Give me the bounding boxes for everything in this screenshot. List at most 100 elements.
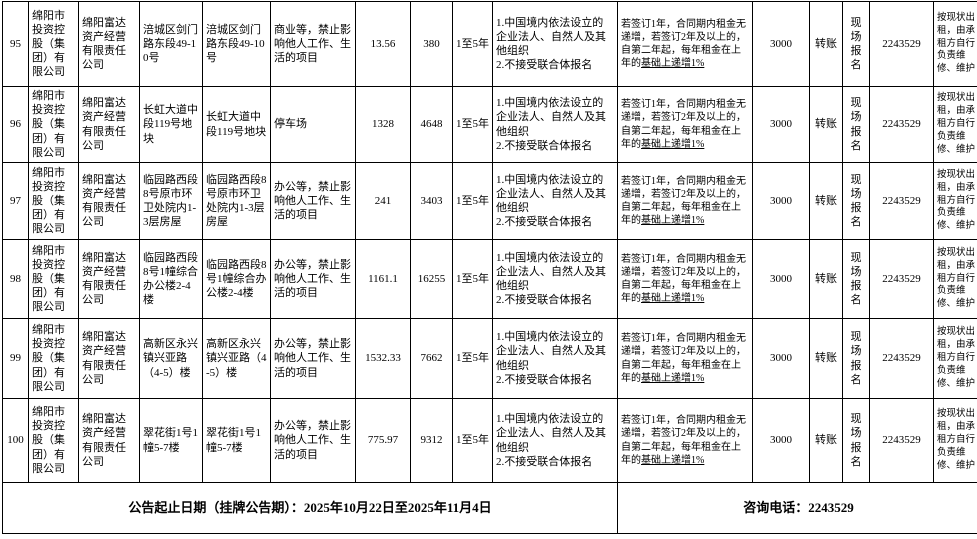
cell-increment: 若签订1年，合同期内租金无递增，若签订2年及以上的，自第二年起，每年租金在上年的… [618, 399, 753, 483]
cell-payment: 转账 [810, 319, 843, 399]
cell-maintenance: 按现状出租，由承租方自行负责维修、维护 [934, 399, 977, 483]
cell-operator: 绵阳富达资产经营有限责任公司 [79, 2, 140, 87]
cell-registration: 现场报名 [843, 399, 870, 483]
cell-term: 1至5年 [453, 163, 493, 240]
increment-underlined-text: 基础上递增1% [641, 293, 704, 304]
cell-eligibility: 1.中国境内依法设立的企业法人、自然人及其他组织 2.不接受联合体报名 [493, 240, 618, 319]
cell-location: 临园路西段8号原市环卫处院内1-3层房屋 [140, 163, 203, 240]
cell-lessor: 绵阳市投资控股（集团）有限公司 [29, 2, 79, 87]
cell-deposit: 3000 [753, 399, 810, 483]
cell-increment: 若签订1年，合同期内租金无递增，若签订2年及以上的，自第二年起，每年租金在上年的… [618, 2, 753, 87]
cell-payment: 转账 [810, 240, 843, 319]
cell-row-no: 96 [3, 87, 29, 163]
cell-payment: 转账 [810, 163, 843, 240]
increment-underlined-text: 基础上递增1% [641, 455, 704, 466]
cell-usage: 办公等，禁止影响他人工作、生活的项目 [271, 319, 356, 399]
cell-phone: 2243529 [870, 87, 934, 163]
cell-maintenance: 按现状出租，由承租方自行负责维修、维护 [934, 87, 977, 163]
cell-payment: 转账 [810, 87, 843, 163]
cell-increment: 若签订1年，合同期内租金无递增，若签订2年及以上的，自第二年起，每年租金在上年的… [618, 87, 753, 163]
increment-underlined-text: 基础上递增1% [641, 215, 704, 226]
cell-usage: 办公等，禁止影响他人工作、生活的项目 [271, 240, 356, 319]
table-row: 100 绵阳市投资控股（集团）有限公司 绵阳富达资产经营有限责任公司 翠花街1号… [3, 399, 977, 483]
cell-increment: 若签订1年，合同期内租金无递增，若签订2年及以上的，自第二年起，每年租金在上年的… [618, 319, 753, 399]
notice-period-cell: 公告起止日期（挂牌公告期）：2025年10月22日至2025年11月4日 [3, 483, 618, 534]
cell-location: 长虹大道中段119号地块 [140, 87, 203, 163]
cell-address: 涪城区剑门路东段49-10号 [203, 2, 271, 87]
cell-phone: 2243529 [870, 240, 934, 319]
cell-area: 13.56 [356, 2, 411, 87]
cell-maintenance: 按现状出租，由承租方自行负责维修、维护 [934, 240, 977, 319]
cell-payment: 转账 [810, 399, 843, 483]
cell-payment: 转账 [810, 2, 843, 87]
cell-area: 775.97 [356, 399, 411, 483]
cell-area: 1328 [356, 87, 411, 163]
footer-row: 公告起止日期（挂牌公告期）：2025年10月22日至2025年11月4日 咨询电… [3, 483, 977, 534]
cell-address: 高新区永兴镇兴亚路（4-5）楼 [203, 319, 271, 399]
cell-usage: 办公等，禁止影响他人工作、生活的项目 [271, 399, 356, 483]
cell-maintenance: 按现状出租，由承租方自行负责维修、维护 [934, 163, 977, 240]
cell-address: 临园路西段8号1幢综合办公楼2-4楼 [203, 240, 271, 319]
table-row: 95 绵阳市投资控股（集团）有限公司 绵阳富达资产经营有限责任公司 涪城区剑门路… [3, 2, 977, 87]
cell-registration: 现场报名 [843, 87, 870, 163]
cell-row-no: 95 [3, 2, 29, 87]
cell-deposit: 3000 [753, 240, 810, 319]
cell-lessor: 绵阳市投资控股（集团）有限公司 [29, 399, 79, 483]
table-row: 99 绵阳市投资控股（集团）有限公司 绵阳富达资产经营有限责任公司 高新区永兴镇… [3, 319, 977, 399]
table-row: 98 绵阳市投资控股（集团）有限公司 绵阳富达资产经营有限责任公司 临园路西段8… [3, 240, 977, 319]
cell-row-no: 100 [3, 399, 29, 483]
cell-location: 翠花街1号1幢5-7楼 [140, 399, 203, 483]
cell-operator: 绵阳富达资产经营有限责任公司 [79, 163, 140, 240]
cell-phone: 2243529 [870, 399, 934, 483]
cell-usage: 商业等，禁止影响他人工作、生活的项目 [271, 2, 356, 87]
cell-lessor: 绵阳市投资控股（集团）有限公司 [29, 87, 79, 163]
increment-underlined-text: 基础上递增1% [641, 58, 704, 69]
cell-registration: 现场报名 [843, 240, 870, 319]
cell-price: 9312 [411, 399, 453, 483]
cell-increment: 若签订1年，合同期内租金无递增，若签订2年及以上的，自第二年起，每年租金在上年的… [618, 163, 753, 240]
cell-location: 涪城区剑门路东段49-10号 [140, 2, 203, 87]
cell-row-no: 97 [3, 163, 29, 240]
cell-phone: 2243529 [870, 2, 934, 87]
cell-deposit: 3000 [753, 87, 810, 163]
cell-price: 3403 [411, 163, 453, 240]
table-row: 96 绵阳市投资控股（集团）有限公司 绵阳富达资产经营有限责任公司 长虹大道中段… [3, 87, 977, 163]
cell-location: 高新区永兴镇兴亚路（4-5）楼 [140, 319, 203, 399]
cell-deposit: 3000 [753, 163, 810, 240]
cell-maintenance: 按现状出租，由承租方自行负责维修、维护 [934, 319, 977, 399]
cell-lessor: 绵阳市投资控股（集团）有限公司 [29, 240, 79, 319]
cell-eligibility: 1.中国境内依法设立的企业法人、自然人及其他组织 2.不接受联合体报名 [493, 399, 618, 483]
cell-price: 380 [411, 2, 453, 87]
cell-phone: 2243529 [870, 319, 934, 399]
cell-usage: 办公等，禁止影响他人工作、生活的项目 [271, 163, 356, 240]
cell-address: 翠花街1号1幢5-7楼 [203, 399, 271, 483]
cell-price: 7662 [411, 319, 453, 399]
cell-area: 1532.33 [356, 319, 411, 399]
cell-location: 临园路西段8号1幢综合办公楼2-4楼 [140, 240, 203, 319]
cell-increment: 若签订1年，合同期内租金无递增，若签订2年及以上的，自第二年起，每年租金在上年的… [618, 240, 753, 319]
cell-operator: 绵阳富达资产经营有限责任公司 [79, 319, 140, 399]
cell-address: 长虹大道中段119号地块 [203, 87, 271, 163]
cell-maintenance: 按现状出租，由承租方自行负责维修、维护 [934, 2, 977, 87]
cell-row-no: 98 [3, 240, 29, 319]
cell-lessor: 绵阳市投资控股（集团）有限公司 [29, 163, 79, 240]
cell-deposit: 3000 [753, 319, 810, 399]
cell-area: 241 [356, 163, 411, 240]
cell-eligibility: 1.中国境内依法设立的企业法人、自然人及其他组织 2.不接受联合体报名 [493, 319, 618, 399]
cell-operator: 绵阳富达资产经营有限责任公司 [79, 399, 140, 483]
cell-phone: 2243529 [870, 163, 934, 240]
cell-term: 1至5年 [453, 240, 493, 319]
cell-usage: 停车场 [271, 87, 356, 163]
cell-term: 1至5年 [453, 319, 493, 399]
increment-underlined-text: 基础上递增1% [641, 139, 704, 150]
cell-operator: 绵阳富达资产经营有限责任公司 [79, 240, 140, 319]
cell-term: 1至5年 [453, 399, 493, 483]
cell-address: 临园路西段8号原市环卫处院内1-3层房屋 [203, 163, 271, 240]
hotline-cell: 咨询电话：2243529 [618, 483, 977, 534]
cell-registration: 现场报名 [843, 319, 870, 399]
cell-operator: 绵阳富达资产经营有限责任公司 [79, 87, 140, 163]
cell-price: 16255 [411, 240, 453, 319]
cell-eligibility: 1.中国境内依法设立的企业法人、自然人及其他组织 2.不接受联合体报名 [493, 87, 618, 163]
table-row: 97 绵阳市投资控股（集团）有限公司 绵阳富达资产经营有限责任公司 临园路西段8… [3, 163, 977, 240]
cell-registration: 现场报名 [843, 2, 870, 87]
